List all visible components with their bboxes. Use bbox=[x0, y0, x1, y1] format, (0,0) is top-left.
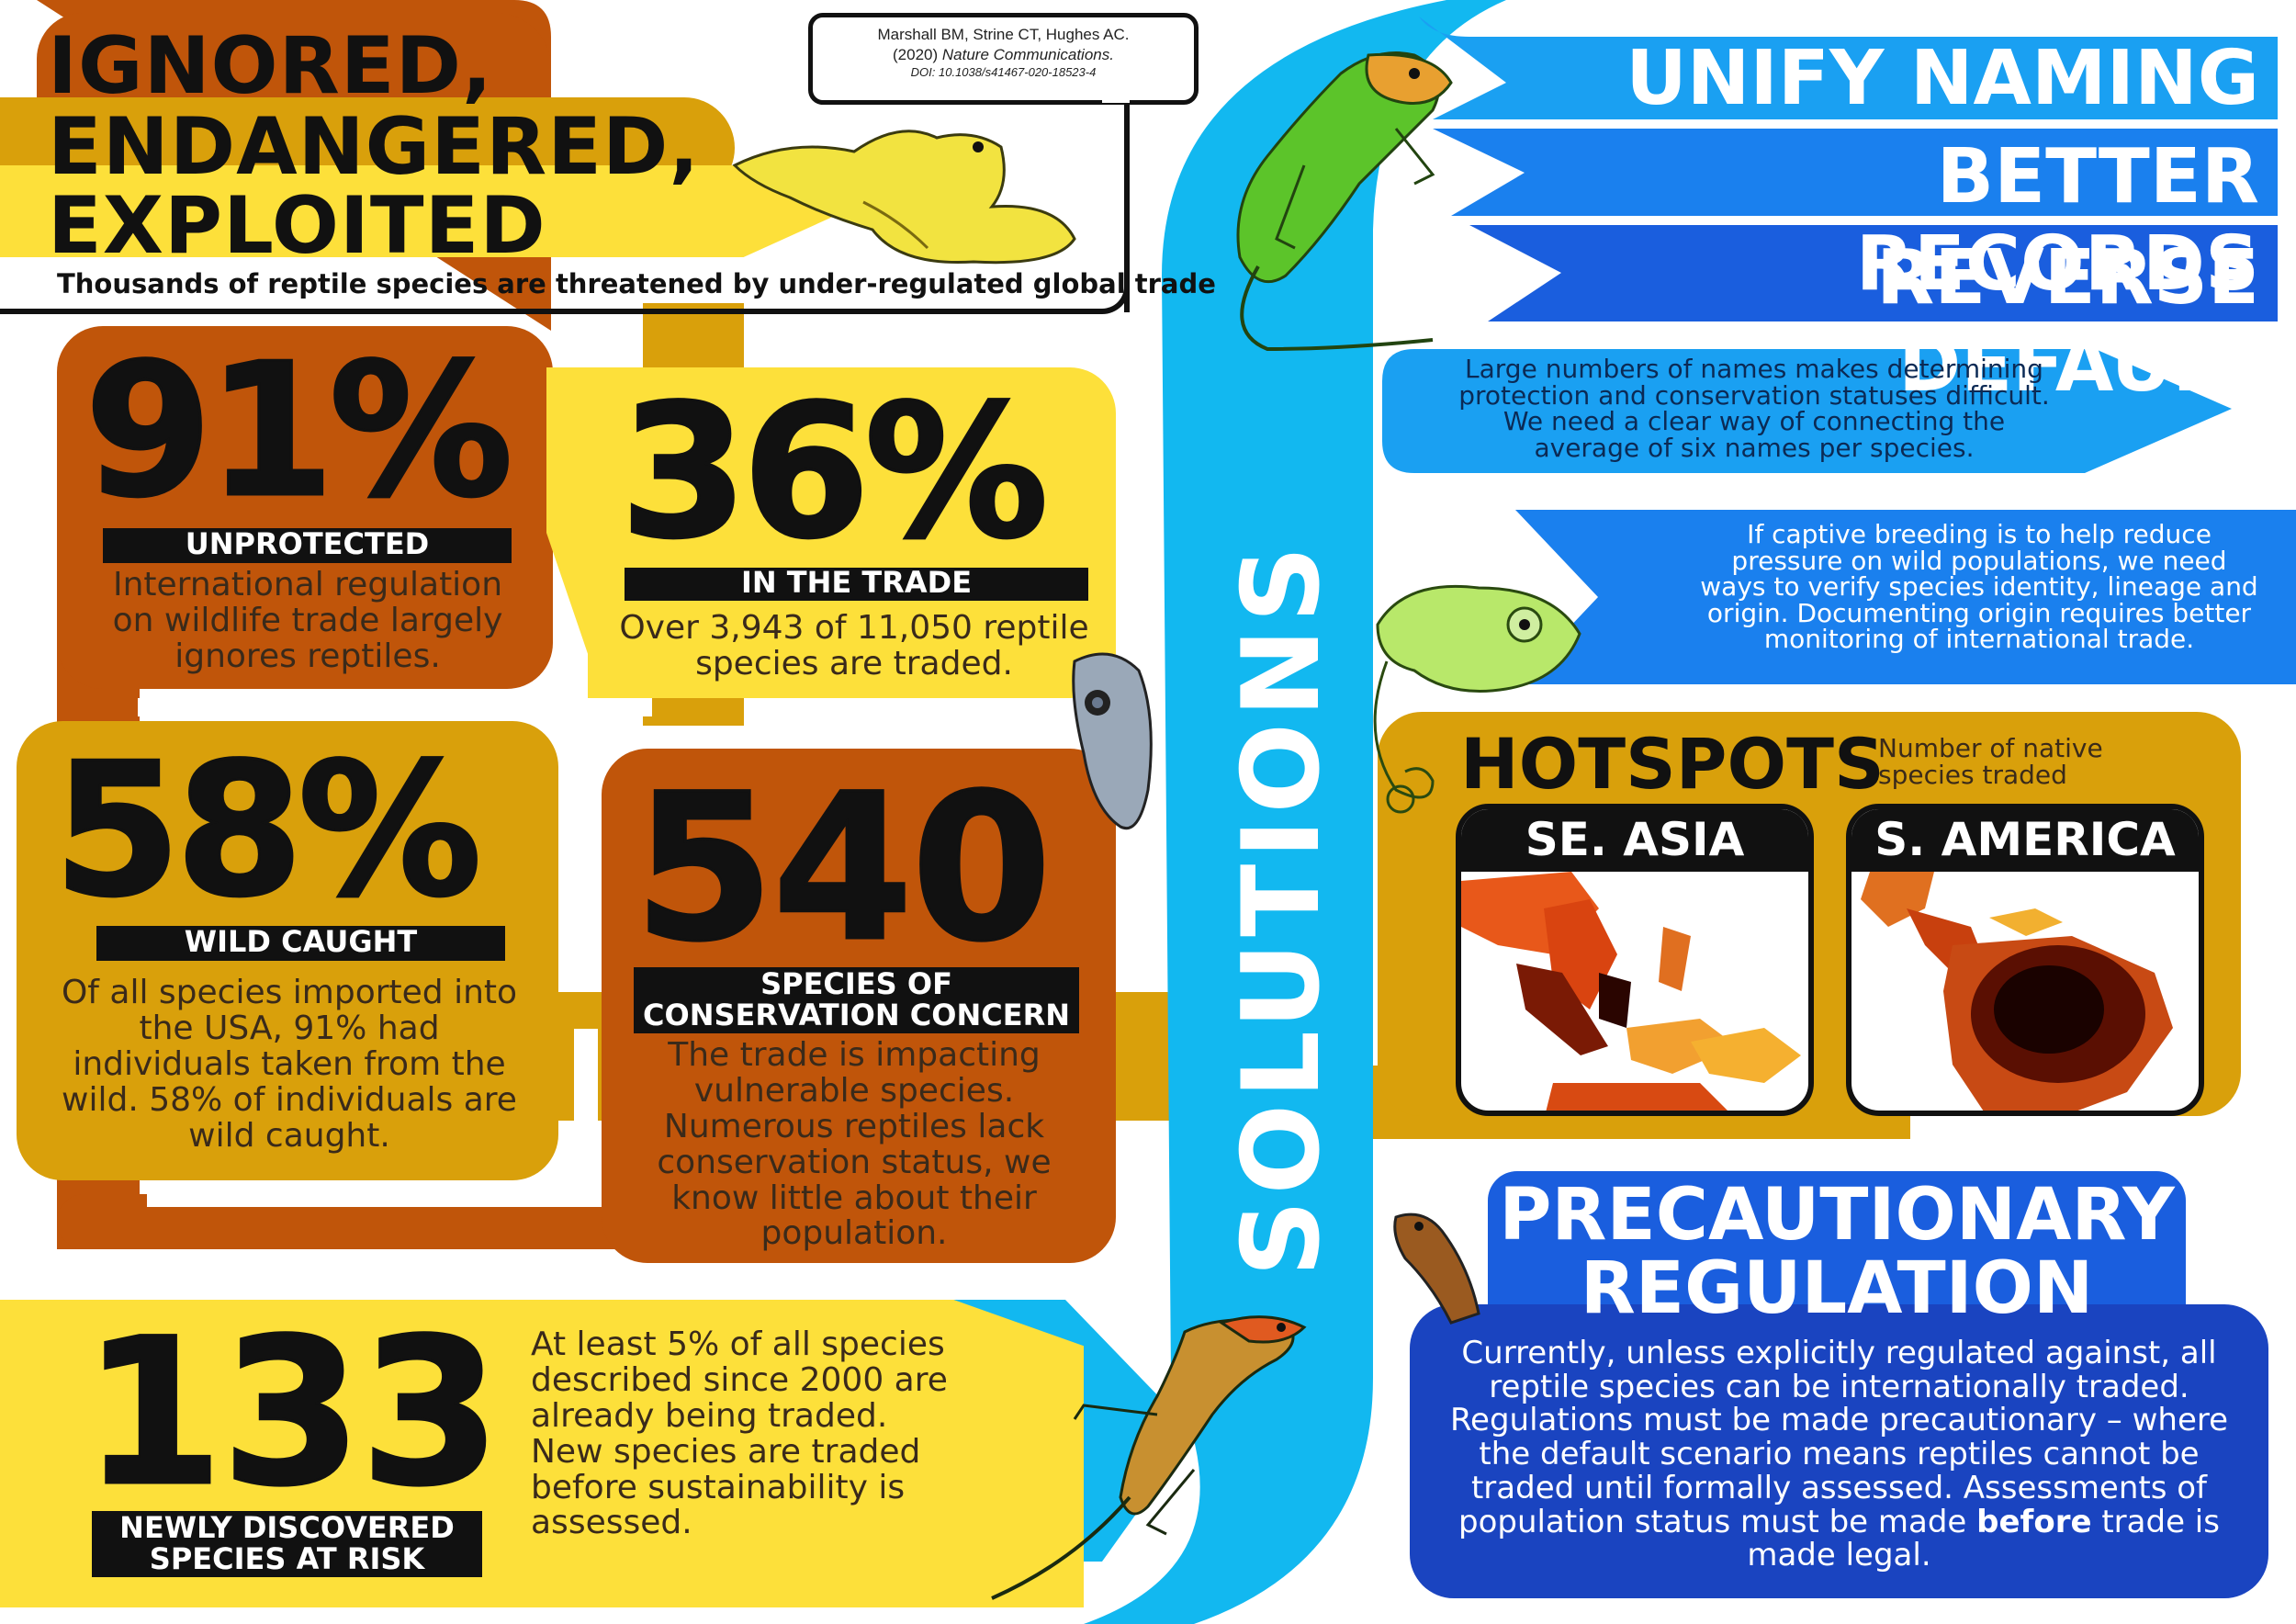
stat-in-trade-text: Over 3,943 of 11,050 reptile species are… bbox=[619, 609, 1089, 682]
white-gap-2 bbox=[147, 1194, 606, 1207]
solution-naming-text: Large numbers of names makes determining… bbox=[1458, 354, 2050, 463]
solutions-band bbox=[1084, 0, 1506, 1624]
ribbon-reverse bbox=[1469, 225, 2278, 321]
header-frame-top bbox=[1102, 92, 1130, 312]
solution-heading-unify: UNIFY NAMING bbox=[1626, 35, 2259, 122]
precautionary-title-line1: PRECAUTIONARY bbox=[1499, 1174, 2175, 1257]
stat-wild-caught-text: Of all species imported into the USA, 91… bbox=[61, 974, 518, 1155]
citation-box: Marshall BM, Strine CT, Hughes AC. (2020… bbox=[808, 13, 1199, 105]
stat-in-trade-number: 36% bbox=[619, 366, 1051, 580]
card-in-trade-fill bbox=[588, 367, 1116, 698]
citation-doi: DOI: 10.1038/s41467-020-18523-4 bbox=[910, 65, 1097, 80]
solutions-vertical-title: SOLUTIONS bbox=[1220, 540, 1344, 1277]
page-subtitle: Thousands of reptile species are threate… bbox=[57, 268, 1216, 299]
stat-newly-label-line2: SPECIES AT RISK bbox=[149, 1540, 425, 1576]
hotspots-caption: Number of native species traded bbox=[1878, 733, 2103, 791]
solution-heading-reverse: REVERSE DEFAULT bbox=[1876, 234, 2259, 409]
hotspot-map-s-america: S. AMERICA bbox=[1846, 804, 2204, 1116]
hotspot-label-s-america: S. AMERICA bbox=[1851, 809, 2199, 872]
page-title-line1: IGNORED, bbox=[48, 20, 493, 112]
hotspot-map-se-asia: SE. ASIA bbox=[1456, 804, 1814, 1116]
s-america-heatmap bbox=[1861, 872, 2173, 1111]
precautionary-text-bold: before bbox=[1976, 1503, 2092, 1540]
page-title-line3: EXPLOITED bbox=[48, 180, 546, 272]
card-unprotected bbox=[57, 326, 553, 689]
header-yellow-block bbox=[0, 165, 845, 257]
white-gap-3 bbox=[574, 1029, 598, 1130]
hotspot-label-se-asia: SE. ASIA bbox=[1461, 809, 1808, 872]
stat-concern-number: 540 bbox=[632, 750, 1052, 986]
hotspots-title: HOTSPOTS bbox=[1460, 723, 1885, 805]
citation-journal-name: Nature Communications. bbox=[941, 46, 1114, 64]
stat-newly-text: At least 5% of all species described sin… bbox=[531, 1325, 948, 1542]
ribbon-unify bbox=[1419, 17, 2278, 119]
white-gap-1 bbox=[138, 698, 652, 716]
stat-concern-label: SPECIES OF CONSERVATION CONCERN bbox=[634, 967, 1079, 1033]
citation-year: (2020) bbox=[893, 46, 939, 64]
stat-wild-caught-label: WILD CAUGHT bbox=[96, 926, 505, 961]
precautionary-text: Currently, unless explicitly regulated a… bbox=[1437, 1336, 2241, 1573]
stat-unprotected-label: UNPROTECTED bbox=[103, 528, 512, 563]
arrow-records bbox=[1515, 510, 2296, 684]
rust-pipe-bottom bbox=[57, 1194, 663, 1249]
stat-in-trade-label: IN THE TRADE bbox=[625, 567, 1088, 601]
se-asia-heatmap bbox=[1461, 872, 1801, 1111]
solution-heading-records: BETTER RECORDS bbox=[1855, 133, 2259, 308]
citation-connector bbox=[1102, 92, 1130, 103]
citation-journal: (2020) Nature Communications. bbox=[813, 45, 1194, 65]
citation-authors: Marshall BM, Strine CT, Hughes AC. bbox=[877, 26, 1130, 43]
ribbon-records bbox=[1433, 129, 2278, 216]
precautionary-body-bg bbox=[1410, 1304, 2268, 1598]
stat-concern-text: The trade is impacting vulnerable specie… bbox=[657, 1036, 1052, 1253]
precautionary-text-part1: Currently, unless explicitly regulated a… bbox=[1449, 1335, 2229, 1540]
precautionary-title-line2: REGULATION bbox=[1580, 1247, 2094, 1330]
stat-concern-label-line1: SPECIES OF bbox=[760, 966, 952, 1001]
stat-wild-caught-number: 58% bbox=[52, 724, 484, 938]
stat-unprotected-number: 91% bbox=[84, 324, 515, 538]
page-title-line2: ENDANGERED, bbox=[48, 101, 701, 193]
stat-concern-label-line2: CONSERVATION CONCERN bbox=[643, 997, 1070, 1032]
stat-unprotected-text: International regulation on wildlife tra… bbox=[112, 566, 503, 675]
stat-newly-label: NEWLY DISCOVERED SPECIES AT RISK bbox=[92, 1511, 482, 1577]
solution-records-text: If captive breeding is to help reduce pr… bbox=[1700, 519, 2258, 655]
precautionary-text-part2: trade is made legal. bbox=[1747, 1503, 2220, 1574]
stat-newly-label-line1: NEWLY DISCOVERED bbox=[119, 1510, 455, 1545]
arrow-naming bbox=[1382, 344, 2232, 473]
precautionary-title-bg bbox=[1488, 1171, 2186, 1341]
stat-newly-number: 133 bbox=[81, 1295, 501, 1530]
